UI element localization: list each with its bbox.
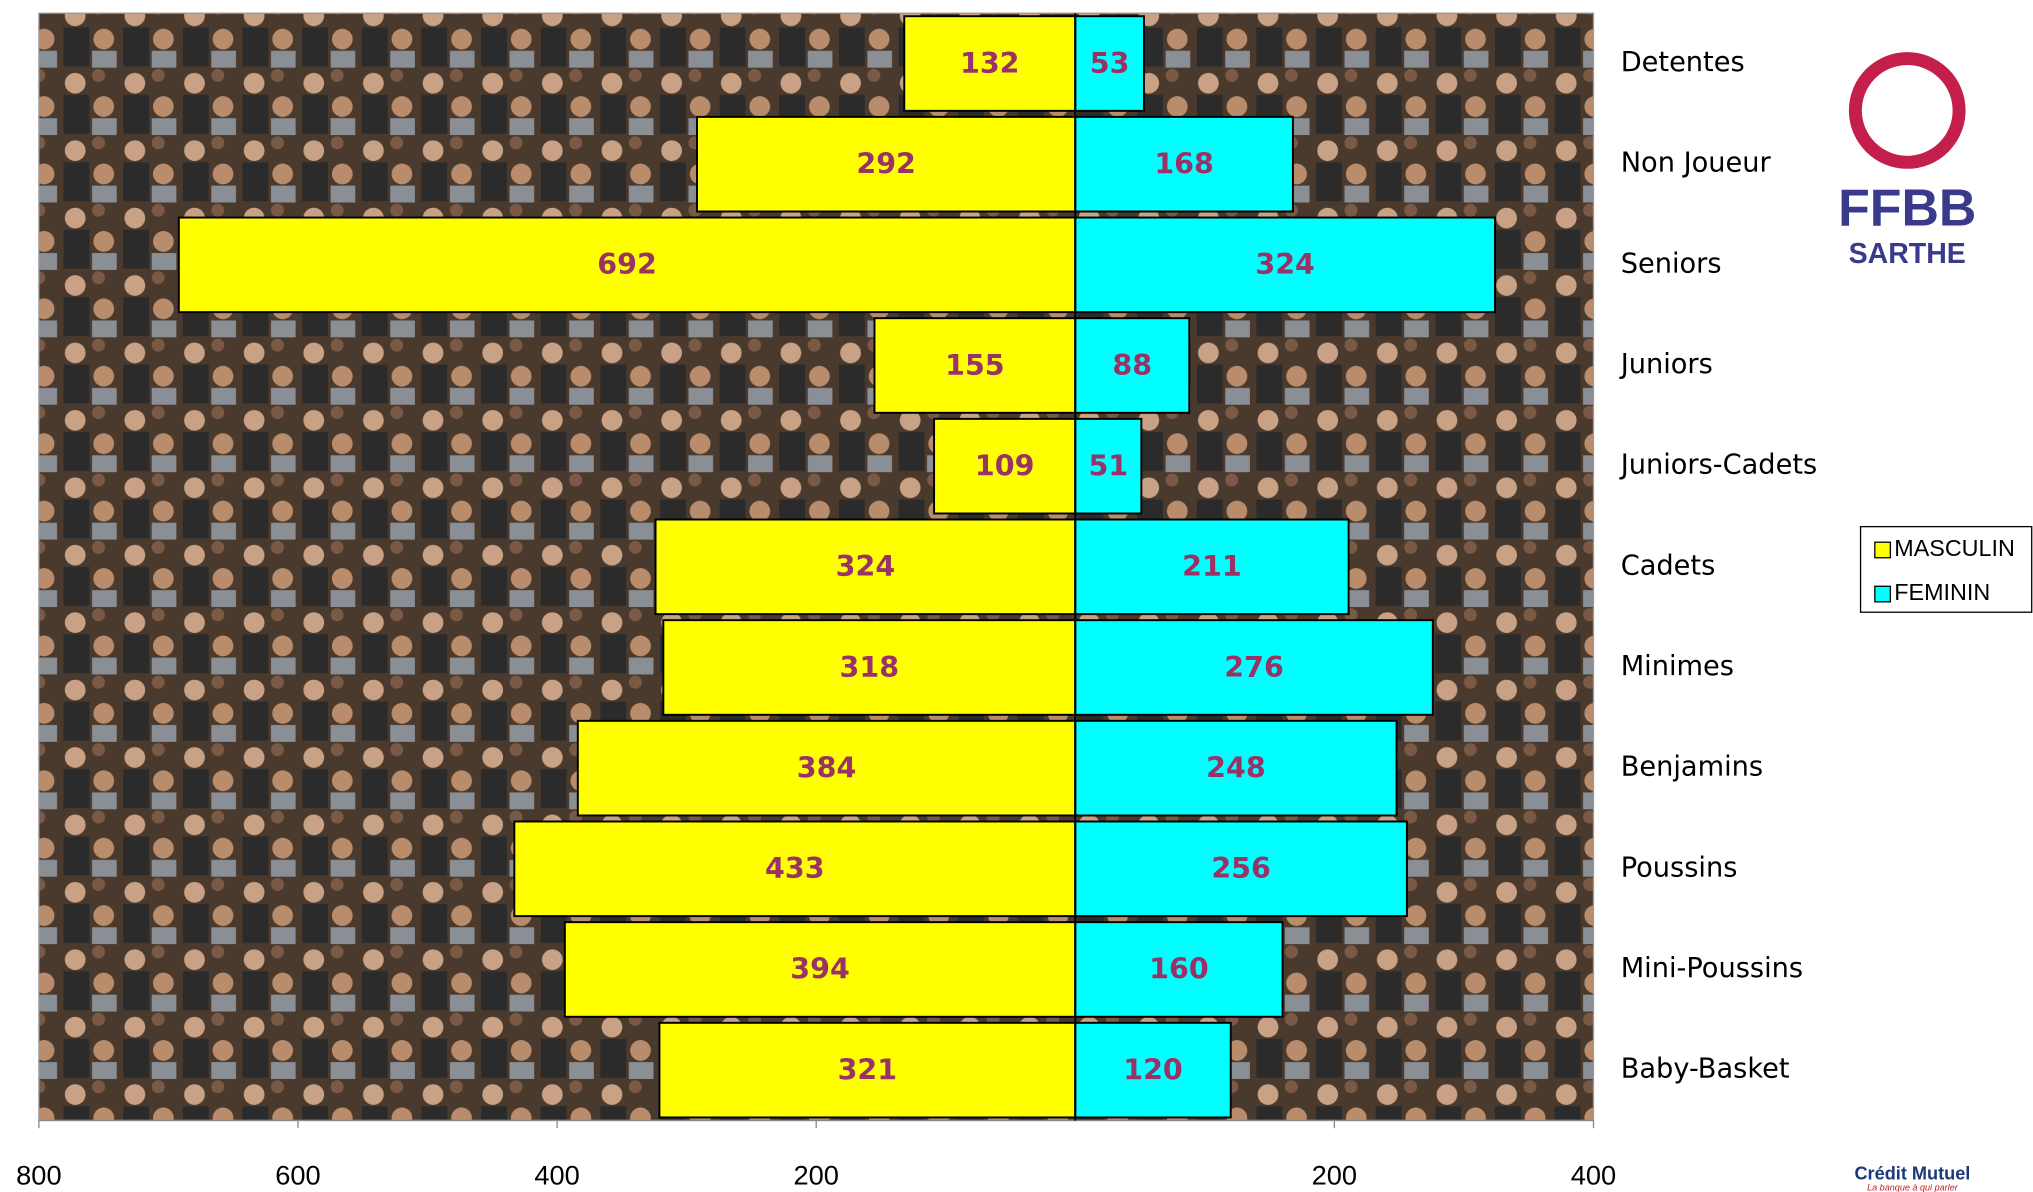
bar	[1074, 115, 1294, 213]
x-tick-label: 800	[16, 1160, 61, 1191]
logo-ring	[1848, 52, 1966, 169]
footer-slogan: La banque à qui parler	[1867, 1182, 1959, 1192]
legend-swatch	[1874, 585, 1892, 603]
x-tick-label: 400	[534, 1160, 579, 1191]
bar	[1074, 417, 1143, 515]
value-label: 132	[960, 47, 1020, 80]
bar	[1074, 719, 1398, 817]
category-label: Seniors	[1621, 248, 1722, 279]
category-label: Non Joueur	[1621, 148, 1772, 179]
value-label: 120	[1123, 1053, 1183, 1086]
value-label: 51	[1088, 449, 1128, 482]
value-label: 248	[1206, 751, 1266, 784]
category-label: Cadets	[1621, 550, 1716, 581]
value-label: 88	[1112, 349, 1152, 382]
footer-brand: Crédit Mutuel	[1854, 1164, 1970, 1184]
bar	[1074, 921, 1284, 1018]
bar	[1074, 518, 1350, 616]
bar	[177, 216, 1077, 314]
bar	[873, 317, 1077, 414]
value-label: 324	[1255, 248, 1315, 281]
bar	[1074, 619, 1434, 716]
value-label: 276	[1224, 651, 1284, 684]
value-label: 321	[838, 1053, 898, 1086]
value-label: 160	[1149, 953, 1209, 986]
x-tick-label: 400	[1571, 1160, 1616, 1191]
x-tick-label: 200	[1312, 1160, 1357, 1191]
x-tick-label: 600	[275, 1160, 320, 1191]
x-tick-label: 200	[793, 1160, 838, 1191]
category-label: Juniors	[1619, 349, 1713, 380]
bar	[658, 1021, 1077, 1119]
logo-text: FFBB	[1838, 178, 1976, 236]
legend-label: MASCULIN	[1894, 535, 2015, 561]
category-label: Benjamins	[1621, 752, 1763, 783]
value-label: 155	[945, 349, 1005, 382]
value-label: 109	[975, 449, 1035, 482]
category-label: Detentes	[1621, 47, 1745, 78]
logo-subtext: SARTHE	[1849, 238, 1966, 270]
bar	[696, 115, 1077, 213]
bar	[1074, 820, 1408, 918]
value-label: 256	[1211, 852, 1271, 885]
category-label: Baby-Basket	[1621, 1054, 1790, 1085]
value-label: 292	[856, 147, 916, 180]
bar	[903, 15, 1077, 112]
category-label: Juniors-Cadets	[1619, 450, 1818, 481]
bar	[1074, 1021, 1232, 1119]
category-label: Mini-Poussins	[1621, 953, 1803, 984]
value-label: 318	[840, 651, 900, 684]
value-label: 394	[790, 953, 850, 986]
value-label: 211	[1182, 550, 1242, 583]
legend-swatch	[1874, 541, 1892, 559]
value-label: 324	[836, 550, 896, 583]
value-label: 384	[797, 751, 857, 784]
logo: FFBB SARTHE	[1838, 52, 1976, 270]
category-label: Minimes	[1621, 651, 1734, 682]
bar	[1074, 15, 1145, 112]
legend-label: FEMININ	[1894, 579, 1990, 605]
value-label: 53	[1090, 47, 1130, 80]
value-label: 692	[597, 248, 657, 281]
category-label: Poussins	[1621, 852, 1738, 883]
value-label: 433	[765, 852, 825, 885]
bar	[1074, 216, 1496, 314]
bar	[576, 719, 1077, 817]
value-label: 168	[1154, 147, 1214, 180]
bar	[563, 921, 1077, 1018]
bar	[933, 417, 1077, 515]
bar	[1074, 317, 1191, 414]
